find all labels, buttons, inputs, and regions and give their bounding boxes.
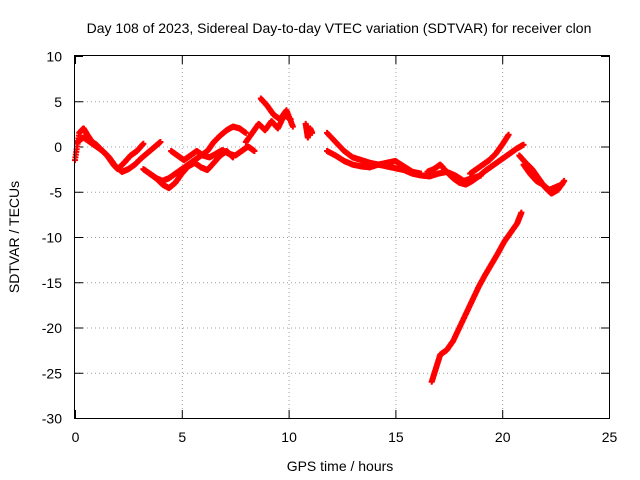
points-layer: [72, 95, 568, 385]
x-axis-label: GPS time / hours: [287, 458, 394, 474]
data-point: [520, 141, 527, 148]
y-axis-label: SDTVAR / TECUs: [6, 181, 22, 293]
data-point: [289, 123, 296, 130]
data-point: [561, 177, 568, 184]
x-tick-label: 0: [72, 429, 80, 445]
series-track-o: [428, 209, 525, 385]
chart-title: Day 108 of 2023, Sidereal Day-to-day VTE…: [87, 20, 592, 36]
plot-frame: [74, 55, 610, 419]
data-point: [518, 209, 525, 216]
y-tick-label: 10: [46, 49, 62, 65]
x-tick-label: 20: [495, 429, 511, 445]
x-tick-label: 10: [281, 429, 297, 445]
tick-label-layer: 0 5 10 15 20 25 -30 -25 -20 -15 -10 -5 0 5 10: [42, 49, 618, 446]
data-point: [559, 181, 566, 188]
series-track-n: [520, 161, 566, 193]
y-tick-label: -20: [42, 320, 62, 336]
data-point: [140, 140, 147, 147]
series-track-h: [302, 120, 316, 141]
series-track-k: [424, 141, 527, 188]
y-tick-label: -15: [42, 275, 62, 291]
y-tick-label: -10: [42, 230, 62, 246]
data-point: [157, 138, 164, 145]
y-tick-label: 0: [54, 139, 62, 155]
series-track-b: [74, 134, 164, 175]
y-tick-label: -25: [42, 365, 62, 381]
series-track-l: [467, 131, 512, 177]
series-track-g: [257, 95, 296, 130]
data-point: [251, 148, 258, 155]
y-tick-label: -30: [42, 411, 62, 427]
x-tick-label: 5: [178, 429, 186, 445]
data-point: [505, 131, 512, 138]
x-tick-label: 15: [388, 429, 404, 445]
series-track-j: [324, 148, 484, 184]
y-tick-label: -5: [50, 184, 63, 200]
series-track-e: [168, 143, 258, 164]
data-point: [242, 129, 249, 136]
y-tick-label: 5: [54, 94, 62, 110]
data-point: [309, 129, 316, 136]
x-tick-label: 25: [602, 429, 618, 445]
